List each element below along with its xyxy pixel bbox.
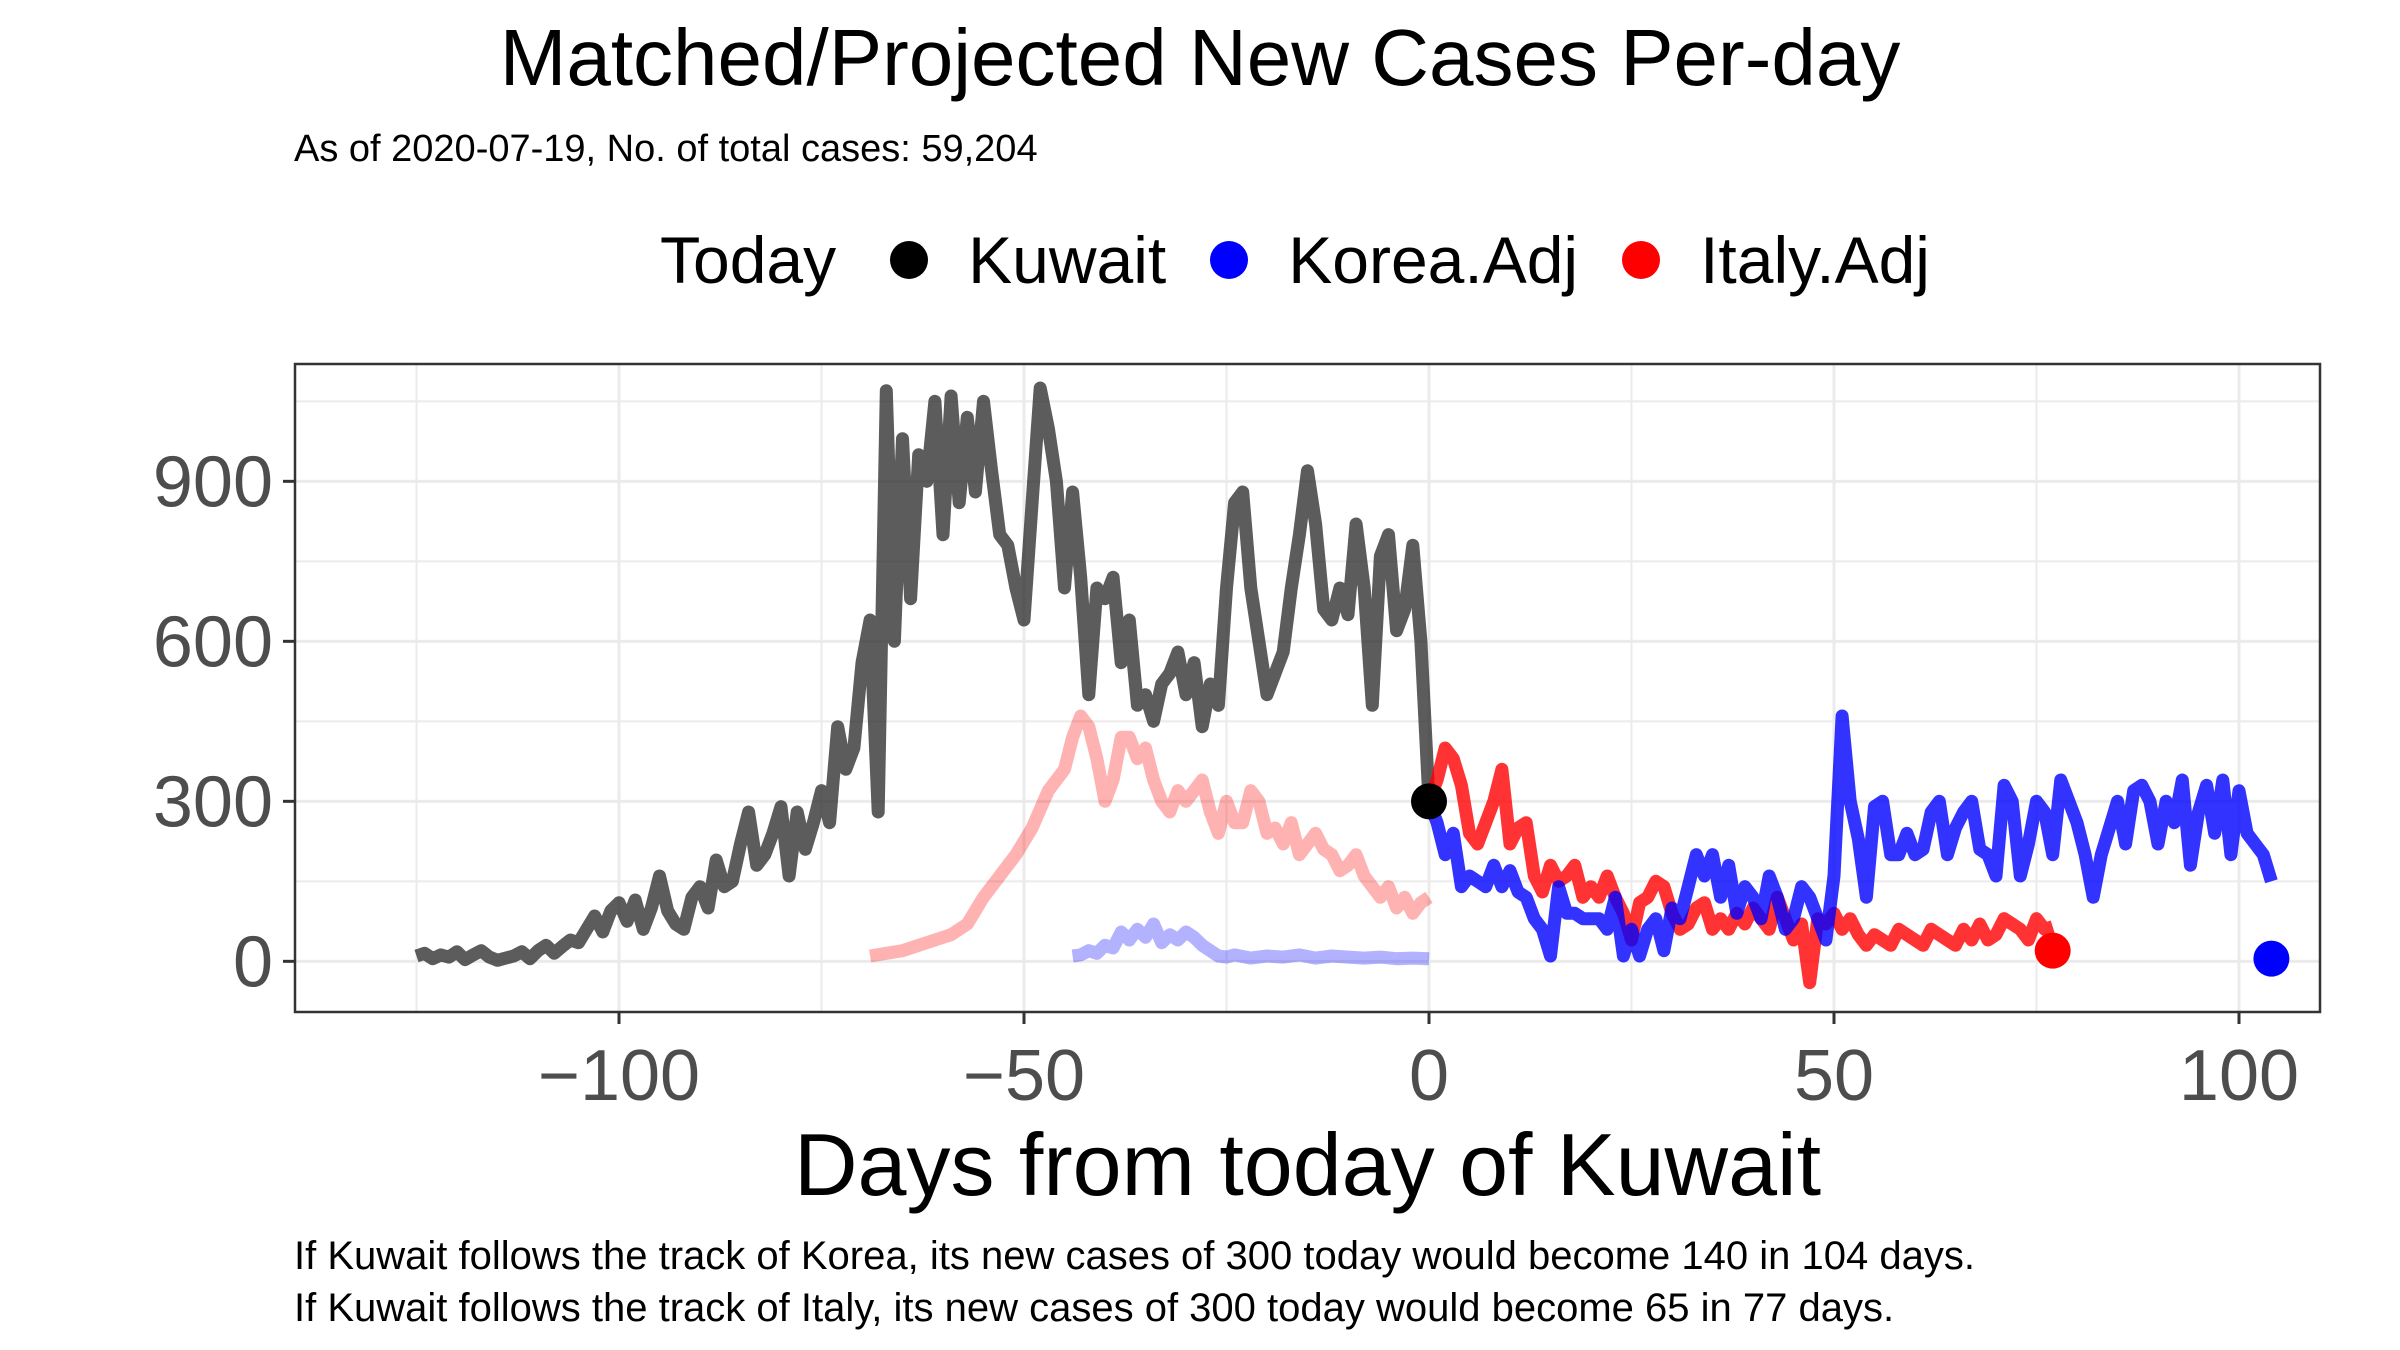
legend: Today Kuwait Korea.Adj Italy.Adj: [660, 220, 1974, 300]
caption-italy: If Kuwait follows the track of Italy, it…: [294, 1286, 1895, 1330]
x-tick-label: 0: [1409, 1036, 1449, 1116]
series-line-italy-adj-projected: [1422, 741, 2055, 990]
legend-title: Today: [660, 223, 837, 297]
today-point-korea-adj: [2253, 940, 2290, 977]
x-tick-label: −50: [963, 1036, 1085, 1116]
today-points: [1411, 783, 2290, 977]
x-tick-label: 50: [1794, 1036, 1874, 1116]
x-axis-label: Days from today of Kuwait: [794, 1115, 1821, 1214]
legend-key-korea: [1210, 241, 1249, 279]
x-tick-label: −100: [538, 1036, 700, 1116]
series-line-korea-adj-matched: [1071, 917, 1430, 966]
legend-key-italy: [1622, 241, 1661, 279]
caption-korea: If Kuwait follows the track of Korea, it…: [294, 1234, 1975, 1278]
today-point-italy-adj: [2034, 932, 2071, 969]
chart-subtitle: As of 2020-07-19, No. of total cases: 59…: [294, 128, 1038, 170]
x-tick-label: 100: [2179, 1036, 2299, 1116]
y-tick-label: 600: [153, 602, 273, 682]
plot-border: [293, 362, 2322, 1014]
legend-item-kuwait: Kuwait: [890, 222, 1166, 298]
series-lines: [414, 381, 2278, 990]
series-line-italy-adj-matched: [869, 709, 1433, 963]
legend-key-kuwait: [890, 241, 929, 279]
legend-label-italy: Italy.Adj: [1700, 223, 1930, 297]
y-tick-label: 0: [233, 922, 273, 1002]
series-line-korea-adj-projected: [1422, 709, 2278, 963]
series-line-kuwait-observed: [414, 381, 1436, 967]
legend-label-korea: Korea.Adj: [1288, 223, 1579, 297]
legend-item-italy: Italy.Adj: [1622, 222, 1930, 298]
chart-title: Matched/Projected New Cases Per-day: [499, 13, 1901, 102]
legend-label-kuwait: Kuwait: [968, 223, 1167, 297]
today-point-kuwait: [1411, 783, 1447, 820]
y-tick-label: 300: [153, 762, 273, 842]
legend-item-korea: Korea.Adj: [1210, 222, 1578, 298]
axis-ticks: 0 300 600 900 −100 −50 0 50 100: [153, 442, 2299, 1116]
y-tick-label: 900: [153, 442, 273, 522]
